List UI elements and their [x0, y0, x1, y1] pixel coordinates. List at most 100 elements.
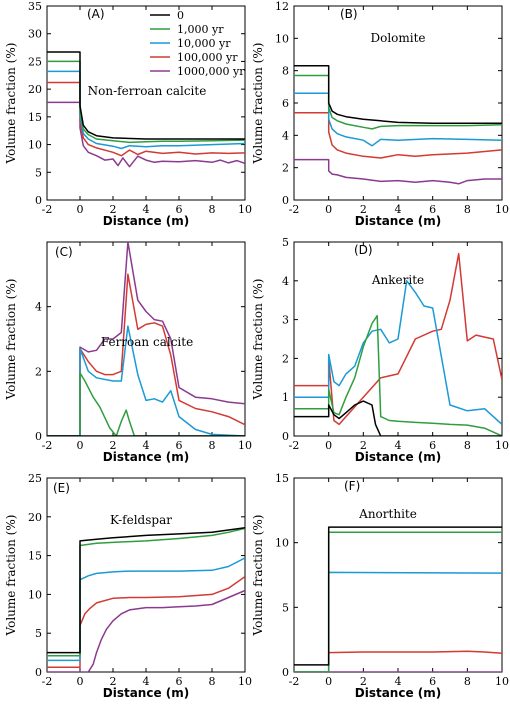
series-line-0 — [47, 51, 245, 140]
y-tick-label: 8 — [282, 65, 289, 78]
series-line-3 — [294, 252, 502, 426]
x-tick-label: 2 — [360, 203, 367, 216]
y-axis-label: Volume fraction (%) — [4, 43, 18, 165]
y-tick-label: 25 — [28, 55, 42, 68]
y-tick-label: 4 — [282, 275, 289, 288]
mineral-label: Ankerite — [371, 273, 424, 287]
legend-label: 1000,000 yr — [177, 65, 245, 78]
x-tick-label: -2 — [289, 203, 300, 216]
x-tick-label: 6 — [429, 675, 436, 688]
x-tick-label: 0 — [325, 203, 332, 216]
x-tick-label: 8 — [209, 675, 216, 688]
x-tick-label: 10 — [495, 439, 509, 452]
y-tick-label: 3 — [282, 314, 289, 327]
x-tick-label: 0 — [325, 675, 332, 688]
y-tick-label: 15 — [28, 550, 42, 563]
x-tick-label: 10 — [495, 203, 509, 216]
panel-tag: (E) — [53, 481, 70, 495]
series-group — [294, 252, 502, 436]
x-tick-label: -2 — [289, 675, 300, 688]
x-tick-label: 8 — [464, 203, 471, 216]
y-tick-label: 2 — [282, 162, 289, 175]
mineral-label: Dolomite — [370, 31, 425, 45]
series-line-2 — [294, 280, 502, 425]
series-group — [47, 526, 245, 672]
x-tick-label: 0 — [77, 203, 84, 216]
x-axis-label: Distance (m) — [103, 686, 190, 700]
series-line-3 — [47, 273, 245, 436]
series-line-3 — [47, 575, 245, 669]
x-tick-label: 0 — [77, 675, 84, 688]
y-tick-label: 4 — [35, 301, 42, 314]
x-tick-label: 6 — [176, 439, 183, 452]
series-line-2 — [294, 92, 502, 147]
y-tick-label: 4 — [282, 129, 289, 142]
panel-tag: (B) — [340, 7, 358, 21]
panel-tag: (C) — [55, 245, 73, 259]
series-line-3 — [47, 81, 245, 157]
series-group — [294, 65, 502, 185]
mineral-label: Ferroan calcite — [101, 335, 193, 349]
series-line-0 — [294, 526, 502, 666]
series-line-4 — [47, 242, 245, 436]
series-line-2 — [294, 571, 502, 672]
legend-label: 0 — [177, 9, 184, 22]
x-tick-label: 6 — [176, 675, 183, 688]
x-tick-label: 6 — [429, 203, 436, 216]
y-tick-label: 25 — [28, 472, 42, 485]
x-axis-label: Distance (m) — [355, 686, 442, 700]
legend-label: 100,000 yr — [177, 51, 238, 64]
mineral-label: Non-ferroan calcite — [88, 84, 207, 98]
y-tick-label: 15 — [28, 111, 42, 124]
series-line-1 — [47, 60, 245, 144]
y-axis-label: Volume fraction (%) — [4, 515, 18, 637]
x-tick-label: 4 — [143, 439, 150, 452]
series-line-3 — [294, 111, 502, 159]
mineral-label: K-feldspar — [110, 513, 172, 527]
x-tick-label: 10 — [495, 675, 509, 688]
y-tick-label: 20 — [28, 83, 42, 96]
x-tick-label: 6 — [176, 203, 183, 216]
x-axis-label: Distance (m) — [103, 214, 190, 228]
series-line-0 — [47, 526, 245, 654]
y-axis-label: Volume fraction (%) — [251, 279, 265, 401]
y-tick-label: 35 — [28, 0, 42, 13]
panel-tag: (F) — [344, 479, 360, 493]
y-tick-label: 2 — [35, 365, 42, 378]
x-axis-label: Distance (m) — [355, 214, 442, 228]
y-tick-label: 10 — [28, 588, 42, 601]
series-line-1 — [47, 372, 245, 436]
mineral-label: Anorthite — [358, 507, 417, 521]
series-line-1 — [294, 74, 502, 130]
series-line-4 — [47, 589, 245, 672]
series-line-4 — [47, 101, 245, 168]
y-tick-label: 1 — [282, 391, 289, 404]
x-tick-label: 10 — [238, 675, 252, 688]
x-tick-label: 6 — [429, 439, 436, 452]
x-tick-label: 2 — [360, 439, 367, 452]
x-tick-label: -2 — [42, 203, 53, 216]
x-tick-label: 8 — [209, 439, 216, 452]
y-tick-label: 12 — [275, 0, 289, 13]
y-tick-label: 5 — [282, 236, 289, 249]
y-tick-label: 0 — [282, 194, 289, 207]
y-tick-label: 10 — [275, 537, 289, 550]
x-tick-label: -2 — [42, 439, 53, 452]
y-tick-label: 15 — [275, 472, 289, 485]
x-tick-label: 10 — [238, 203, 252, 216]
y-tick-label: 10 — [28, 139, 42, 152]
series-line-4 — [294, 158, 502, 185]
y-axis-label: Volume fraction (%) — [251, 515, 265, 637]
series-line-1 — [47, 527, 245, 657]
x-tick-label: 8 — [209, 203, 216, 216]
y-tick-label: 30 — [28, 28, 42, 41]
x-tick-label: 2 — [110, 675, 117, 688]
series-group — [47, 51, 245, 168]
x-tick-label: -2 — [289, 439, 300, 452]
y-tick-label: 5 — [282, 601, 289, 614]
